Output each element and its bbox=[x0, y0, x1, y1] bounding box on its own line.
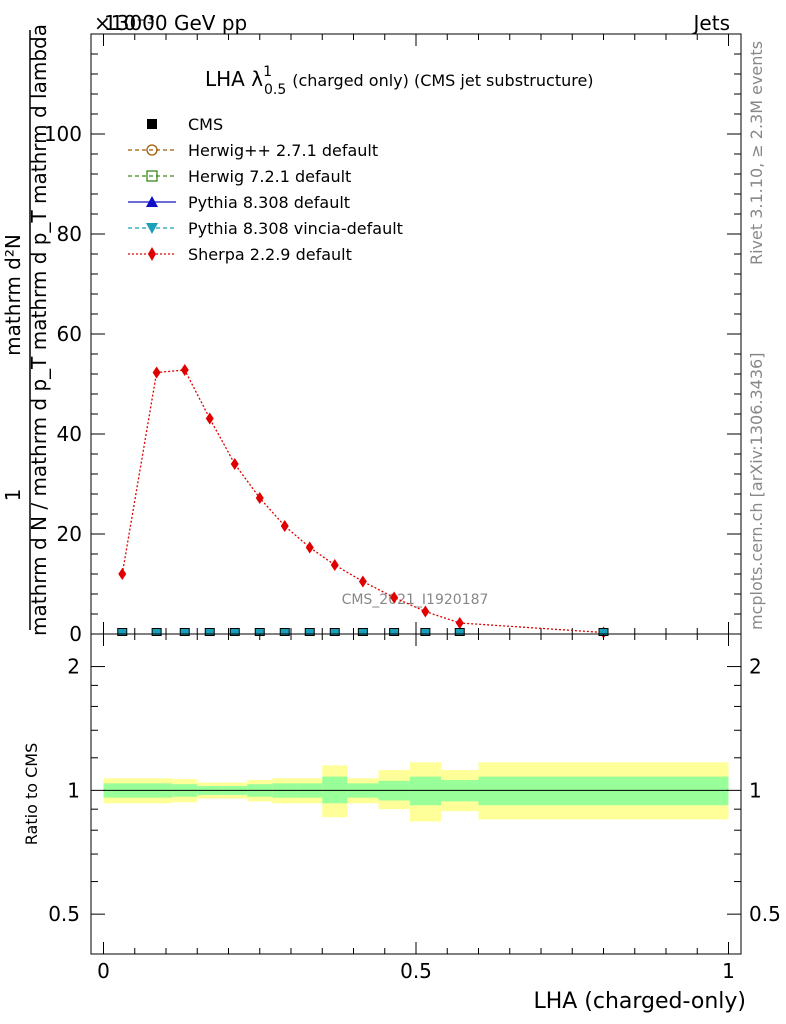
mc-point bbox=[330, 629, 339, 635]
legend-label: CMS bbox=[188, 115, 223, 134]
y-tick-label: 80 bbox=[57, 222, 82, 246]
y-tick-label: 100 bbox=[44, 122, 82, 146]
legend-item: Herwig++ 2.7.1 default bbox=[128, 141, 378, 160]
x-tick-label: 0.5 bbox=[400, 959, 432, 983]
mc-point bbox=[455, 629, 464, 635]
ratio-bands bbox=[103, 762, 729, 822]
legend-label: Pythia 8.308 default bbox=[188, 193, 350, 212]
sherpa-point bbox=[280, 520, 289, 532]
legend-item: Pythia 8.308 default bbox=[128, 193, 350, 212]
x-tick-label: 0 bbox=[97, 959, 110, 983]
sherpa-point bbox=[118, 568, 127, 580]
sherpa-point bbox=[305, 541, 314, 554]
sherpa-point bbox=[358, 575, 367, 588]
title-sub: 0.5 bbox=[264, 82, 286, 98]
x-axis-label: LHA (charged-only) bbox=[533, 989, 746, 1014]
ratio-x-ticks: 0 0.5 1 bbox=[97, 634, 735, 983]
title-rest: (charged only) (CMS jet substructure) bbox=[292, 71, 593, 90]
mc-point bbox=[118, 629, 127, 635]
watermark: CMS_2021_I1920187 bbox=[342, 592, 489, 608]
legend-label: Pythia 8.308 vincia-default bbox=[188, 219, 403, 238]
mc-point bbox=[255, 629, 264, 635]
ylabel-numer-2: mathrm d²N bbox=[1, 234, 25, 356]
legend-item: Pythia 8.308 vincia-default bbox=[128, 219, 403, 238]
mcplots-label: mcplots.cern.ch [arXiv:1306.3436] bbox=[747, 353, 766, 630]
sherpa-point bbox=[180, 364, 189, 376]
sherpa-point bbox=[455, 617, 464, 629]
sherpa-point bbox=[205, 412, 214, 425]
legend-item: Sherpa 2.2.9 default bbox=[128, 245, 352, 264]
mc-point bbox=[358, 629, 367, 635]
sherpa-point bbox=[390, 591, 399, 604]
ratio-band-inner bbox=[478, 776, 729, 806]
sherpa-point bbox=[330, 559, 339, 571]
ratio-y-tick-label-right: 0.5 bbox=[749, 902, 781, 926]
ratio-y-ticks: 0.5 0.5 1 1 2 2 bbox=[48, 655, 781, 927]
mc-point bbox=[280, 629, 289, 635]
legend-marker bbox=[146, 196, 158, 207]
mc-point bbox=[421, 629, 430, 635]
y-tick-label: 20 bbox=[57, 522, 82, 546]
sherpa-point bbox=[255, 492, 264, 504]
ratio-y-tick-label-right: 1 bbox=[749, 778, 762, 802]
y-tick-label: 60 bbox=[57, 322, 82, 346]
ratio-y-tick-label-right: 2 bbox=[749, 655, 762, 679]
y-axis-label: 1 mathrm d²N mathrm d N / mathrm d p_T m… bbox=[1, 24, 51, 636]
y-tick-label: 0 bbox=[69, 622, 82, 646]
legend-marker bbox=[146, 144, 158, 156]
cms-series bbox=[117, 628, 609, 636]
legend-marker bbox=[146, 170, 158, 182]
legend: CMS Herwig++ 2.7.1 default Herwig 7.2.1 de… bbox=[128, 115, 403, 264]
ratio-band-inner bbox=[409, 776, 441, 806]
ylabel-numer-1: 1 bbox=[1, 489, 25, 502]
legend-item: CMS bbox=[147, 115, 223, 134]
y-tick-label: 40 bbox=[57, 422, 82, 446]
legend-label: Sherpa 2.2.9 default bbox=[188, 245, 352, 264]
x-tick-label: 1 bbox=[722, 959, 735, 983]
exponent-label: ×10⁻³ bbox=[94, 11, 155, 35]
plot-title: LHA λ1 0.5 (charged only) (CMS jet substru… bbox=[205, 64, 594, 98]
energy-label: 13000 GeV pp bbox=[104, 11, 247, 35]
title-main: LHA λ bbox=[205, 67, 263, 91]
sherpa-point bbox=[421, 605, 430, 618]
title-sup: 1 bbox=[263, 64, 272, 80]
legend-marker bbox=[148, 247, 156, 261]
sherpa-line bbox=[121, 369, 604, 634]
legend-label: Herwig 7.2.1 default bbox=[188, 167, 351, 186]
mc-point bbox=[180, 629, 189, 635]
sherpa-point bbox=[152, 366, 161, 379]
mc-point bbox=[599, 629, 608, 635]
process-label: Jets bbox=[692, 11, 730, 35]
mc-point bbox=[205, 629, 214, 635]
legend-label: Herwig++ 2.7.1 default bbox=[188, 141, 378, 160]
legend-item: Herwig 7.2.1 default bbox=[128, 167, 351, 186]
mc-point bbox=[152, 629, 161, 635]
legend-marker bbox=[147, 119, 157, 129]
ratio-y-tick-label: 1 bbox=[67, 778, 80, 802]
mc-point bbox=[230, 629, 239, 635]
ratio-ylabel: Ratio to CMS bbox=[22, 743, 41, 845]
legend-marker bbox=[146, 223, 158, 234]
sherpa-point bbox=[230, 458, 239, 470]
rivet-label: Rivet 3.1.10, ≥ 2.3M events bbox=[747, 41, 766, 265]
ratio-y-tick-label: 0.5 bbox=[48, 902, 80, 926]
main-y-ticks: 0 20 40 60 80 100 bbox=[44, 53, 741, 646]
ylabel-denom: mathrm d N / mathrm d p_T mathrm d p_T m… bbox=[27, 24, 51, 636]
ratio-y-tick-label: 2 bbox=[67, 655, 80, 679]
mc-point bbox=[390, 629, 399, 635]
mc-point bbox=[305, 629, 314, 635]
